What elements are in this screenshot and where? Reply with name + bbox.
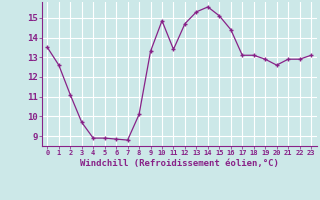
X-axis label: Windchill (Refroidissement éolien,°C): Windchill (Refroidissement éolien,°C)	[80, 159, 279, 168]
